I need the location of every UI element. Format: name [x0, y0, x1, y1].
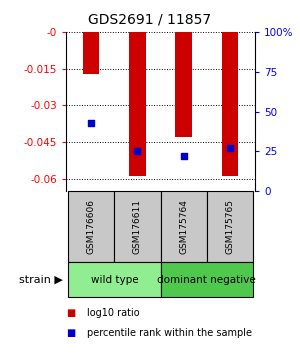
Bar — [222, 32, 238, 176]
Text: ■: ■ — [66, 328, 75, 338]
Bar — [129, 32, 146, 176]
Point — [89, 120, 94, 126]
Text: strain ▶: strain ▶ — [19, 275, 63, 285]
Text: GSM175765: GSM175765 — [225, 199, 234, 254]
Point — [181, 153, 186, 159]
Bar — [160, 262, 253, 297]
Point — [227, 145, 232, 151]
Point — [135, 149, 140, 154]
Bar — [68, 262, 160, 297]
Bar — [68, 191, 114, 262]
Bar — [114, 191, 160, 262]
Text: dominant negative: dominant negative — [157, 275, 256, 285]
Text: ■: ■ — [66, 308, 75, 318]
Text: wild type: wild type — [91, 275, 138, 285]
Bar — [176, 32, 192, 137]
Text: GSM175764: GSM175764 — [179, 199, 188, 254]
Bar — [83, 32, 99, 74]
Text: GSM176611: GSM176611 — [133, 199, 142, 254]
Text: percentile rank within the sample: percentile rank within the sample — [87, 328, 252, 338]
Text: log10 ratio: log10 ratio — [87, 308, 140, 318]
Text: GDS2691 / 11857: GDS2691 / 11857 — [88, 12, 212, 27]
Text: GSM176606: GSM176606 — [87, 199, 96, 254]
Bar — [160, 191, 207, 262]
Bar — [207, 191, 253, 262]
